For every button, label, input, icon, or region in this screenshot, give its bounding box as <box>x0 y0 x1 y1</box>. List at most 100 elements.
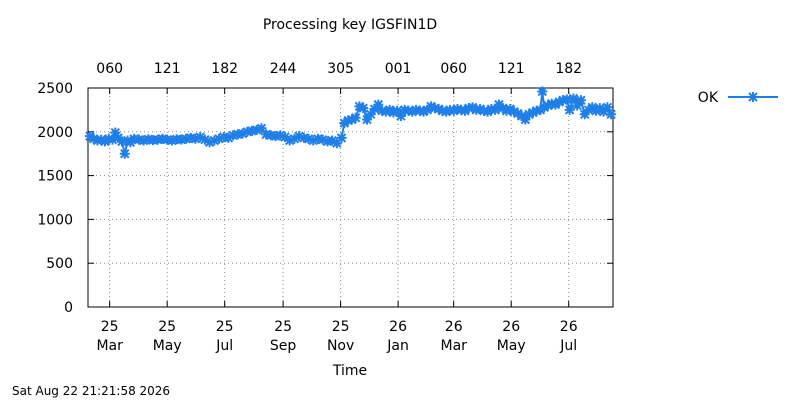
x-top-tick-label: 060 <box>440 61 467 77</box>
x-tick-label-year: 25 <box>216 319 234 335</box>
data-point <box>107 134 118 145</box>
x-tick-label-year: 26 <box>389 319 407 335</box>
data-point <box>279 132 290 143</box>
data-point <box>317 134 328 145</box>
y-tick-label: 1000 <box>37 212 73 228</box>
x-tick-label-month: Jul <box>215 338 233 354</box>
data-point <box>369 104 380 115</box>
data-point <box>214 133 225 144</box>
x-tick-label-month: May <box>497 338 526 354</box>
axes: 0 500 1000 1500 2000 2500 25 Mar 25 May 25 Jul 25 Sep… <box>37 61 613 354</box>
data-point <box>509 106 520 117</box>
data-point <box>564 104 575 115</box>
x-tick-label-month: May <box>153 338 182 354</box>
x-tick-label-month: Jul <box>559 338 577 354</box>
data-point <box>490 104 501 115</box>
x-tick-label-year: 25 <box>158 319 176 335</box>
data-point <box>223 132 234 143</box>
data-point <box>537 86 548 97</box>
data-point <box>251 125 262 136</box>
data-point <box>441 106 452 117</box>
x-axis-label: Time <box>332 363 367 379</box>
timestamp: Sat Aug 22 21:21:58 2026 <box>12 384 170 398</box>
data-point <box>539 102 550 113</box>
data-point <box>475 104 486 115</box>
data-point <box>237 128 248 139</box>
x-top-tick-label: 182 <box>211 61 238 77</box>
legend-label: OK <box>698 90 719 106</box>
data-point <box>572 100 583 111</box>
data-point <box>336 132 347 143</box>
y-tick-label: 1500 <box>37 169 73 185</box>
data-point <box>361 114 372 125</box>
x-top-tick-label: 244 <box>270 61 297 77</box>
y-tick-label: 0 <box>64 300 73 316</box>
data-point <box>579 109 590 120</box>
x-tick-label-year: 26 <box>445 319 463 335</box>
data-point <box>358 103 369 114</box>
data-point <box>289 133 300 144</box>
data-point <box>418 106 429 117</box>
data-point <box>209 135 220 146</box>
data-point <box>204 137 215 148</box>
series-ok <box>84 86 617 159</box>
plot-frame <box>87 87 614 308</box>
x-top-tick-label: 060 <box>96 61 123 77</box>
chart-title: Processing key IGSFIN1D <box>263 17 437 33</box>
data-point <box>380 106 391 117</box>
x-tick-label-month: Jan <box>386 338 409 354</box>
data-point <box>275 130 286 141</box>
data-point <box>426 101 437 112</box>
data-point <box>388 107 399 118</box>
data-point <box>501 105 512 116</box>
data-point <box>110 127 121 138</box>
data-point <box>395 111 406 122</box>
data-point <box>407 106 418 117</box>
x-top-tick-label: 121 <box>498 61 525 77</box>
grid-lines <box>88 88 613 307</box>
y-tick-label: 2500 <box>37 81 73 97</box>
data-point <box>524 109 535 120</box>
data-point <box>166 135 177 146</box>
x-tick-label-month: Mar <box>96 338 123 354</box>
data-point <box>542 100 553 111</box>
data-point <box>199 134 210 145</box>
data-point <box>602 102 613 113</box>
y-tick-label: 500 <box>46 256 73 272</box>
x-top-tick-label: 305 <box>327 61 354 77</box>
legend-marker-icon <box>748 92 758 102</box>
data-point <box>554 97 565 108</box>
x-top-tick-label: 001 <box>385 61 412 77</box>
x-tick-label-year: 26 <box>560 319 578 335</box>
data-point <box>303 133 314 144</box>
data-point <box>331 138 342 149</box>
data-point <box>354 101 365 112</box>
x-tick-label-year: 25 <box>274 319 292 335</box>
data-point <box>96 134 107 145</box>
data-point <box>119 148 130 159</box>
data-point <box>373 99 384 110</box>
data-point <box>294 131 305 142</box>
x-top-tick-label: 182 <box>555 61 582 77</box>
data-point <box>138 135 149 146</box>
data-point <box>568 93 579 104</box>
x-tick-label-year: 25 <box>332 319 350 335</box>
data-point <box>527 107 538 118</box>
data-point <box>327 135 338 146</box>
data-point <box>308 135 319 146</box>
data-point <box>606 109 617 120</box>
data-point <box>190 133 201 144</box>
data-point <box>561 94 572 105</box>
data-point <box>575 95 586 106</box>
data-point <box>433 104 444 115</box>
data-point <box>195 132 206 143</box>
x-top-tick-label: 121 <box>154 61 181 77</box>
data-point <box>598 106 609 117</box>
data-point <box>448 105 459 116</box>
x-tick-label-month: Sep <box>270 338 297 354</box>
x-tick-label-year: 25 <box>101 319 119 335</box>
data-point <box>284 135 295 146</box>
legend: OK <box>698 90 778 106</box>
y-tick-label: 2000 <box>37 125 73 141</box>
